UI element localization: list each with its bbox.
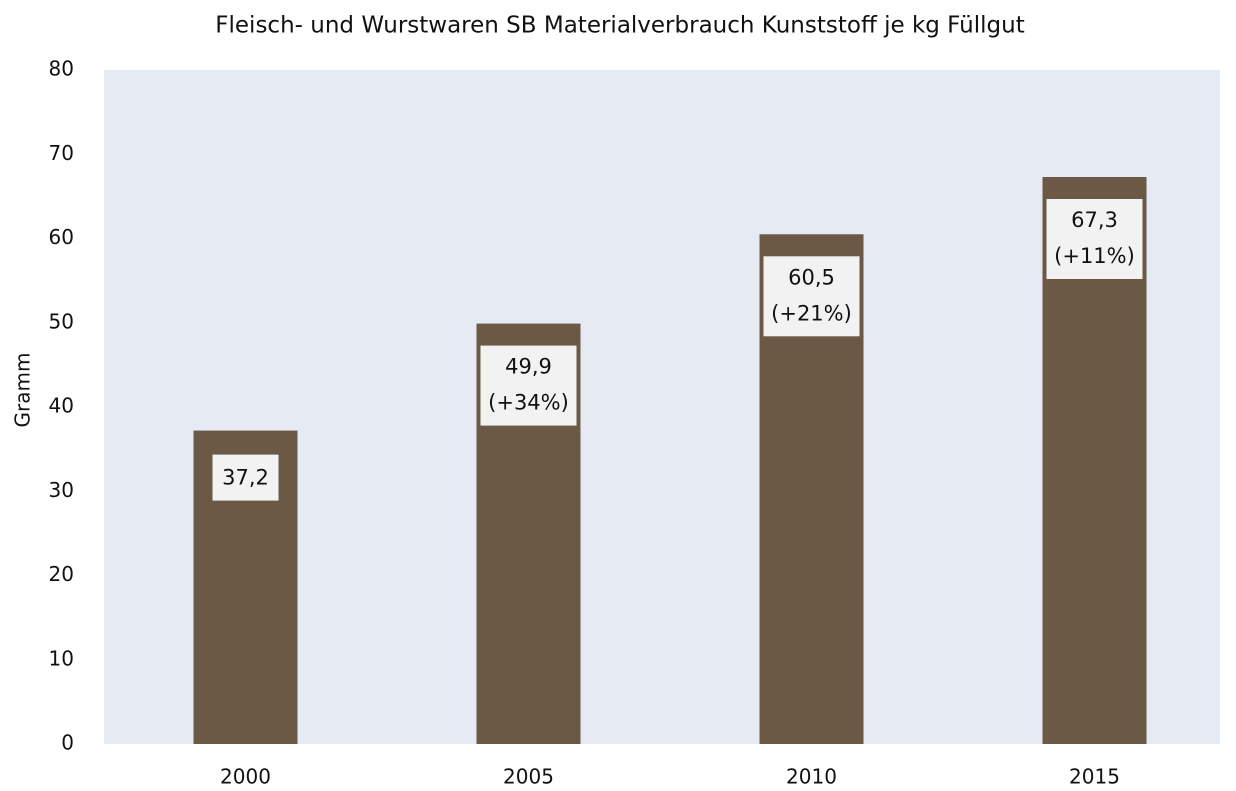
value-label-box: [763, 256, 860, 337]
value-label-box: [212, 454, 279, 501]
chart-title: Fleisch- und Wurstwaren SB Materialverbr…: [215, 13, 1024, 39]
value-label-box: [480, 345, 577, 426]
x-tick-label: 2015: [1069, 765, 1120, 789]
y-tick-label: 40: [49, 394, 74, 418]
y-tick-label: 50: [49, 309, 74, 333]
change-label: (+11%): [1054, 244, 1135, 268]
value-label: 60,5: [788, 265, 835, 289]
x-tick-label: 2005: [503, 765, 554, 789]
x-tick-label: 2000: [220, 765, 271, 789]
value-label: 49,9: [505, 355, 552, 379]
y-tick-label: 20: [49, 562, 74, 586]
x-tick-label: 2010: [786, 765, 837, 789]
change-label: (+21%): [771, 301, 852, 325]
change-label: (+34%): [488, 391, 569, 415]
y-tick-label: 80: [49, 57, 74, 81]
y-axis-label: Gramm: [11, 353, 35, 428]
y-tick-label: 10: [49, 646, 74, 670]
value-label: 67,3: [1071, 208, 1118, 232]
value-label-box: [1046, 198, 1143, 279]
y-tick-label: 70: [49, 141, 74, 165]
value-label: 37,2: [222, 466, 269, 490]
y-tick-label: 60: [49, 225, 74, 249]
y-tick-label: 30: [49, 478, 74, 502]
y-tick-label: 0: [61, 731, 74, 755]
